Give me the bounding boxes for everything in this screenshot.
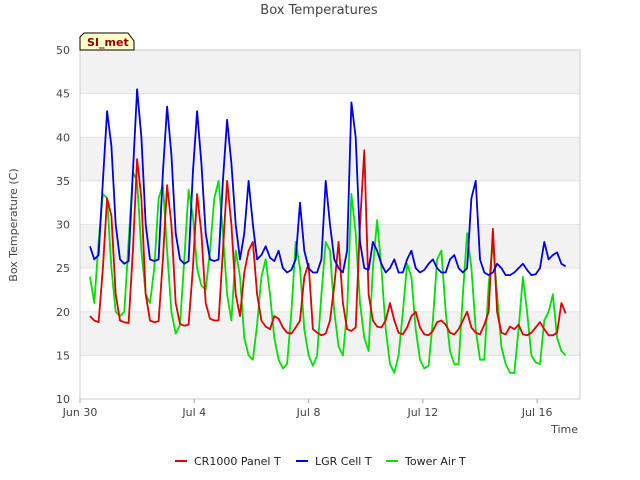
legend-label-tower: Tower Air T	[404, 455, 466, 468]
legend-label-lgr: LGR Cell T	[315, 455, 372, 468]
y-tick-label: 10	[56, 393, 70, 406]
y-axis-title: Box Temperature (C)	[7, 168, 20, 281]
y-tick-label: 45	[56, 88, 70, 101]
y-tick-label: 35	[56, 175, 70, 188]
series-line-tower	[89, 171, 567, 374]
site-tag-box	[79, 32, 135, 51]
x-tick-label: Jul 8	[296, 406, 321, 419]
x-tick-label: Jul 12	[406, 406, 438, 419]
x-tick-label: Jun 30	[62, 406, 98, 419]
legend: CR1000 Panel T LGR Cell T Tower Air T	[175, 455, 466, 468]
chart-title: Box Temperatures	[260, 3, 378, 18]
plot-bands	[80, 50, 580, 356]
plot-band	[80, 50, 580, 94]
legend-item-tower: Tower Air T	[386, 455, 466, 468]
y-tick-label: 20	[56, 306, 70, 319]
x-tick-label: Jul 4	[181, 406, 206, 419]
legend-item-cr1000: CR1000 Panel T	[175, 455, 281, 468]
y-tick-label: 15	[56, 349, 70, 362]
x-axis-title: Time	[550, 423, 578, 436]
site-tag-label: SI_met	[87, 36, 129, 49]
series-line-lgr	[89, 88, 567, 277]
plot-band	[80, 137, 580, 181]
legend-item-lgr: LGR Cell T	[296, 455, 372, 468]
y-tick-label: 50	[56, 44, 70, 57]
plot-frame	[79, 49, 581, 400]
x-tick-label: Jul 16	[521, 406, 553, 419]
y-tick-label: 25	[56, 262, 70, 275]
series-layer	[89, 88, 567, 374]
series-line-cr1000	[89, 149, 567, 337]
site-tag: SI_met	[79, 32, 135, 51]
y-tick-label: 40	[56, 131, 70, 144]
y-axis-ticks: 10 15 20 25 30 35 40 45 50	[56, 44, 70, 406]
y-tick-label: 30	[56, 219, 70, 232]
legend-label-cr1000: CR1000 Panel T	[194, 455, 281, 468]
x-axis-ticks: Jun 30 Jul 4 Jul 8 Jul 12 Jul 16	[62, 399, 553, 419]
